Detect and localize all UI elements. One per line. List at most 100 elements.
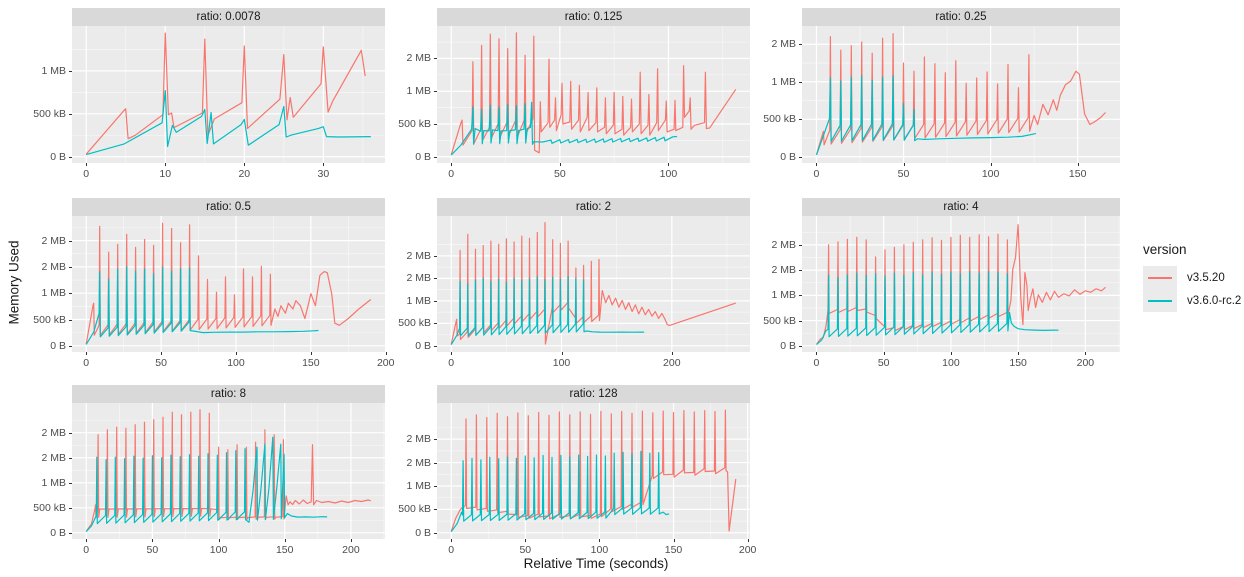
facet-strip: ratio: 0.0078	[72, 8, 385, 26]
y-tick-label: 1 MB	[406, 85, 431, 98]
y-tick-label: 0 B	[50, 526, 66, 539]
y-tick-mark	[799, 156, 802, 158]
x-tick-label: 0	[448, 544, 455, 556]
y-tick-label: 2 MB	[406, 433, 431, 446]
y-tick-mark	[434, 123, 437, 125]
y-tick-label: 2 MB	[406, 52, 431, 65]
x-axis-title: Relative Time (seconds)	[523, 556, 669, 571]
x-tick-label: 150	[1009, 357, 1027, 369]
y-tick-mark	[434, 91, 437, 93]
series-line-v3.6.0-rc.2	[85, 266, 319, 345]
x-tick-mark	[244, 163, 246, 166]
x-tick-label: 200	[1076, 357, 1095, 369]
x-tick-mark	[451, 539, 453, 542]
x-tick-label: 200	[342, 544, 360, 556]
y-tick-mark	[69, 240, 72, 242]
series-line-v3.5.20	[85, 32, 366, 155]
y-tick-mark	[69, 457, 72, 459]
facet-strip: ratio: 2	[437, 198, 750, 216]
y-tick-label: 0 B	[780, 150, 796, 163]
x-tick-mark	[990, 163, 992, 166]
y-tick-mark	[69, 293, 72, 295]
facet-panel	[802, 26, 1120, 163]
facet-panel	[437, 26, 750, 163]
x-tick-mark	[747, 539, 749, 542]
y-tick-label: 500 kB	[398, 117, 431, 130]
y-tick-label: 0 B	[415, 339, 431, 352]
series-line-v3.5.20	[450, 409, 737, 532]
x-tick-label: 100	[590, 544, 609, 556]
series-line-v3.6.0-rc.2	[816, 270, 1059, 346]
y-tick-mark	[434, 323, 437, 325]
y-tick-label: 500 kB	[398, 317, 431, 330]
facet-strip: ratio: 0.125	[437, 8, 750, 26]
x-tick-label: 0	[83, 357, 90, 369]
x-tick-mark	[599, 539, 601, 542]
x-tick-label: 150	[302, 357, 320, 369]
line-swatch-icon	[1148, 276, 1172, 279]
x-tick-mark	[673, 539, 675, 542]
x-tick-mark	[816, 163, 818, 166]
y-tick-mark	[799, 345, 802, 347]
y-axis-title: Memory Used	[6, 240, 22, 325]
y-tick-label: 1 MB	[406, 479, 431, 492]
x-tick-mark	[284, 539, 286, 542]
facet-panel	[72, 403, 385, 539]
x-tick-label: 200	[663, 357, 681, 369]
y-tick-label: 500 kB	[33, 107, 66, 120]
x-tick-mark	[86, 163, 88, 166]
y-tick-label: 1 MB	[771, 75, 796, 88]
series-line-v3.6.0-rc.2	[450, 275, 645, 346]
x-tick-label: 0	[813, 168, 820, 180]
y-tick-label: 1 MB	[41, 476, 66, 489]
facet-strip: ratio: 128	[437, 385, 750, 403]
x-tick-mark	[235, 352, 237, 355]
x-tick-mark	[525, 539, 527, 542]
y-tick-mark	[799, 295, 802, 297]
y-tick-mark	[69, 345, 72, 347]
x-tick-label: 50	[519, 544, 532, 556]
x-tick-mark	[86, 539, 88, 542]
x-tick-mark	[1077, 163, 1079, 166]
x-tick-mark	[350, 539, 352, 542]
x-tick-label: 0	[83, 168, 90, 180]
y-tick-mark	[69, 532, 72, 534]
line-swatch-icon	[1148, 299, 1172, 302]
x-tick-label: 50	[155, 357, 167, 369]
y-tick-label: 2 MB	[406, 272, 431, 285]
y-tick-label: 1 MB	[771, 289, 796, 302]
y-tick-mark	[434, 532, 437, 534]
y-tick-label: 2 MB	[771, 264, 796, 277]
x-tick-label: 200	[738, 544, 757, 556]
legend-key	[1143, 266, 1177, 289]
series-line-v3.5.20	[815, 33, 1106, 155]
x-tick-label: 100	[659, 168, 678, 180]
legend-entry-label: v3.5.20	[1187, 271, 1225, 284]
y-tick-label: 0 B	[50, 150, 66, 163]
y-tick-label: 1 MB	[41, 287, 66, 300]
x-tick-mark	[668, 163, 670, 166]
series-line-v3.6.0-rc.2	[450, 450, 670, 532]
y-tick-mark	[69, 432, 72, 434]
y-tick-mark	[799, 44, 802, 46]
series-line-v3.6.0-rc.2	[450, 101, 678, 156]
x-tick-mark	[165, 163, 167, 166]
y-tick-mark	[434, 345, 437, 347]
x-tick-label: 50	[877, 357, 890, 369]
y-tick-label: 2 MB	[771, 238, 796, 251]
x-tick-label: 0	[813, 357, 820, 369]
x-tick-mark	[310, 352, 312, 355]
y-tick-label: 500 kB	[33, 313, 66, 326]
x-tick-label: 100	[209, 544, 228, 556]
series-line-v3.5.20	[85, 222, 372, 345]
facet-strip: ratio: 8	[72, 385, 385, 403]
y-tick-mark	[434, 300, 437, 302]
x-tick-mark	[385, 352, 387, 355]
y-tick-label: 0 B	[780, 339, 796, 352]
y-tick-mark	[434, 509, 437, 511]
x-tick-mark	[950, 352, 952, 355]
x-tick-label: 100	[942, 357, 960, 369]
x-tick-label: 50	[146, 544, 159, 556]
y-tick-mark	[69, 482, 72, 484]
x-tick-label: 0	[448, 357, 455, 369]
